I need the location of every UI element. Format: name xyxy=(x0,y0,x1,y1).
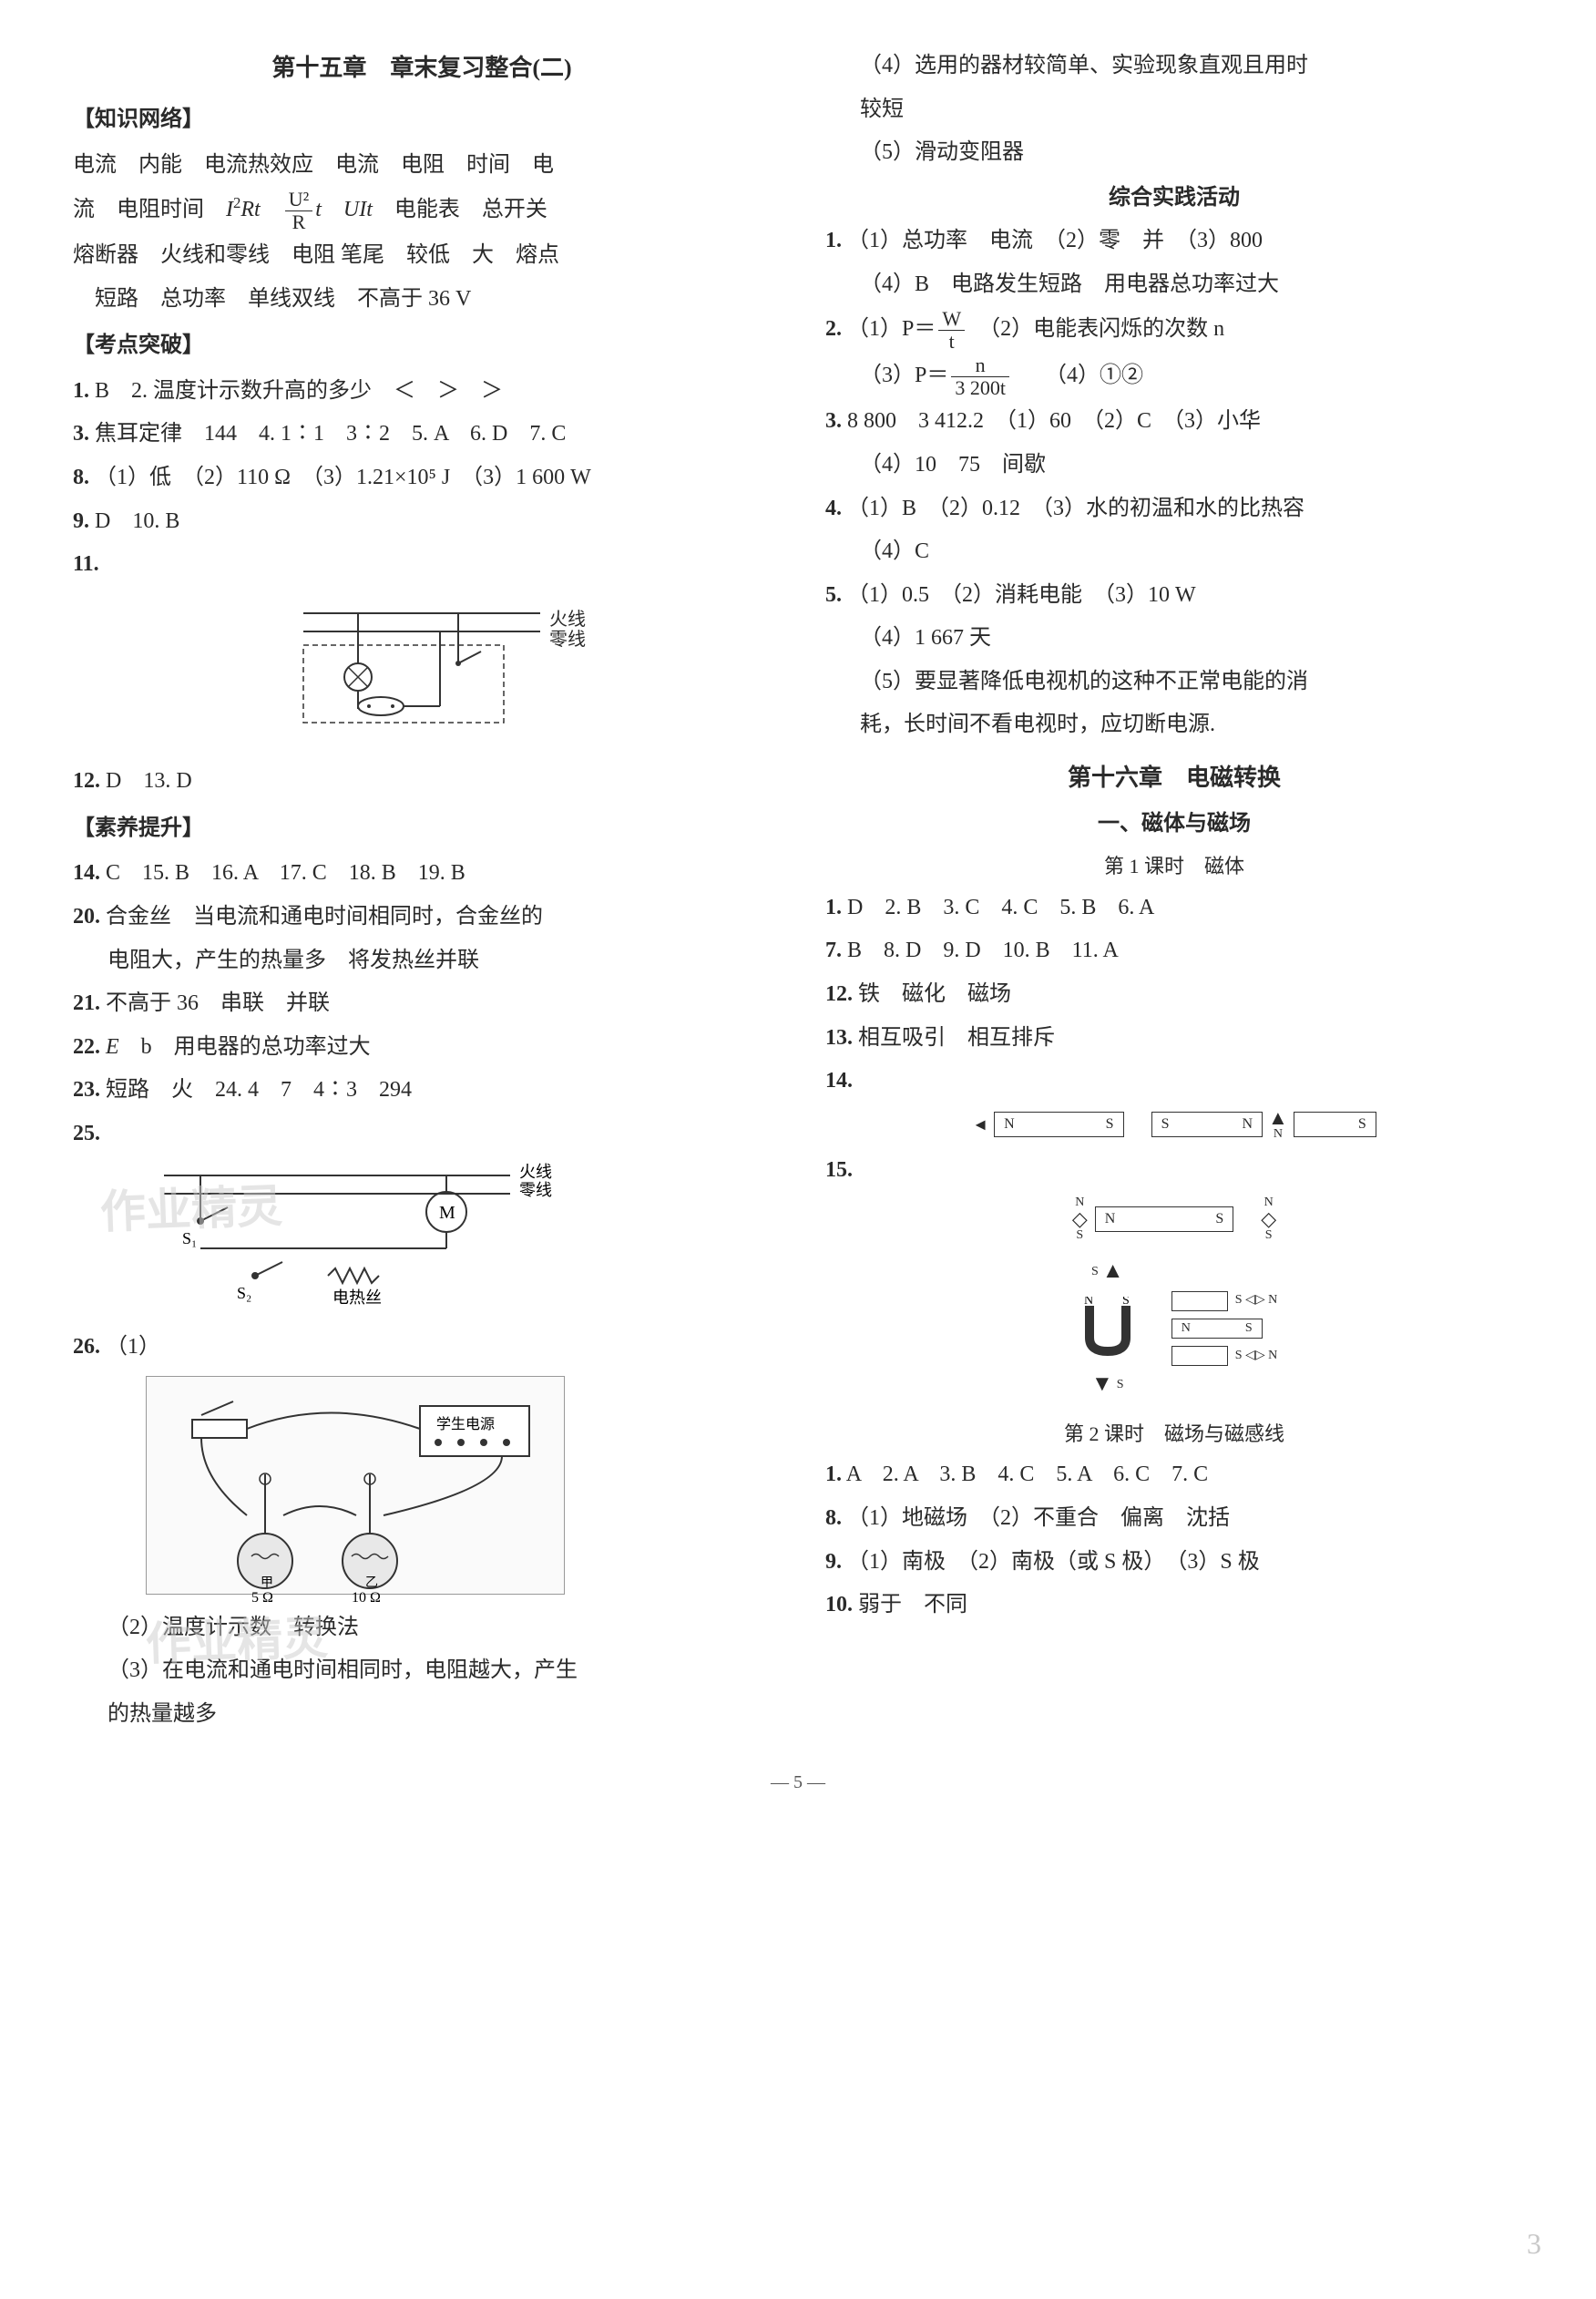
svg-text:甲: 甲 xyxy=(261,1576,273,1590)
answer-line: 25. xyxy=(73,1114,771,1155)
answer-line: （5）滑动变阻器 xyxy=(825,132,1523,174)
answer-line: 1. （1）总功率 电流 （2）零 并 （3）800 xyxy=(825,221,1523,262)
chapter-15-title: 第十五章 章末复习整合(二) xyxy=(73,46,771,90)
answer-line: （2）温度计示数 转换法 xyxy=(73,1607,771,1649)
answer-line: 8. （1）地磁场 （2）不重合 偏离 沈括 xyxy=(825,1498,1523,1540)
answer-line: 23. 短路 火 24. 4 7 4∶3 294 xyxy=(73,1070,771,1112)
answer-continuation: （4）1 667 天 xyxy=(825,618,1523,660)
heading-breakthrough: 【考点突破】 xyxy=(73,325,771,367)
diagram-25: 作业精灵 S₁ M S₂ 电热丝 火线 零线 xyxy=(73,1157,771,1328)
svg-text:火线: 火线 xyxy=(519,1163,552,1181)
heading-literacy: 【素养提升】 xyxy=(73,808,771,850)
answer-line: 26. （1） xyxy=(73,1327,771,1369)
answer-line: 14. C 15. B 16. A 17. C 18. B 19. B xyxy=(73,853,771,895)
right-column: （4）选用的器材较简单、实验现象直观且用时 较短 （5）滑动变阻器 综合实践活动… xyxy=(825,46,1523,1738)
answer-continuation: （4）10 75 间歇 xyxy=(825,445,1523,487)
left-column: 第十五章 章末复习整合(二) 【知识网络】 电流 内能 电流热效应 电流 电阻 … xyxy=(73,46,771,1738)
svg-text:零线: 零线 xyxy=(519,1181,552,1199)
answer-line: 8. （1）低 （2）110 Ω （3）1.21×10⁵ J （3）1 600 … xyxy=(73,457,771,499)
diagram-14: ◄ NS SN ▲N S xyxy=(825,1108,1523,1141)
answer-line: 4. （1）B （2）0.12 （3）水的初温和水的比热容 xyxy=(825,488,1523,530)
answer-line: 2. （1）P＝Wt （2）电能表闪烁的次数 n xyxy=(825,308,1523,353)
answer-line: 22. E b 用电器的总功率过大 xyxy=(73,1027,771,1069)
page-number-center: — 5 — xyxy=(73,1765,1523,1800)
answer-line: 15. xyxy=(825,1150,1523,1192)
knowledge-line: 流 电阻时间 I2Rt U²Rt UIt 电能表 总开关 xyxy=(73,189,771,233)
answer-continuation: （3）P＝n3 200t （4）①② xyxy=(825,354,1523,399)
answer-line: 12. 铁 磁化 磁场 xyxy=(825,974,1523,1016)
answer-line: （4）选用的器材较简单、实验现象直观且用时 xyxy=(825,46,1523,87)
diagram-11: 火线 零线 xyxy=(249,595,595,747)
answer-line: 14. xyxy=(825,1061,1523,1103)
svg-text:S₁: S₁ xyxy=(182,1229,197,1247)
answer-line: 1. B 2. 温度计示数升高的多少 ＜ ＞ ＞ xyxy=(73,371,771,413)
answer-continuation: 的热量越多 xyxy=(73,1694,771,1736)
svg-text:学生电源: 学生电源 xyxy=(436,1416,495,1432)
diagram-15: N◇S NS N◇S S▲ N S ▼S xyxy=(825,1196,1523,1405)
answer-line: 1. D 2. B 3. C 4. C 5. B 6. A xyxy=(825,888,1523,929)
answer-line: 20. 合金丝 当电流和通电时间相同时，合金丝的 xyxy=(73,897,771,939)
answer-continuation: 耗，长时间不看电视时，应切断电源. xyxy=(825,704,1523,746)
answer-line: 5. （1）0.5 （2）消耗电能 （3）10 W xyxy=(825,575,1523,617)
svg-text:M: M xyxy=(439,1203,455,1223)
section-heading: 一、磁体与磁场 xyxy=(825,804,1523,846)
answer-line: 21. 不高于 36 串联 并联 xyxy=(73,983,771,1025)
lesson-heading: 第 2 课时 磁场与磁感线 xyxy=(825,1415,1523,1453)
answer-line: 13. 相互吸引 相互排斥 xyxy=(825,1018,1523,1060)
answer-continuation: 电阻大，产生的热量多 将发热丝并联 xyxy=(73,940,771,982)
heading-knowledge: 【知识网络】 xyxy=(73,99,771,141)
answer-continuation: （4）B 电路发生短路 用电器总功率过大 xyxy=(825,264,1523,306)
svg-text:S: S xyxy=(1122,1297,1130,1308)
answer-line: 3. 8 800 3 412.2 （1）60 （2）C （3）小华 xyxy=(825,401,1523,443)
svg-text:N: N xyxy=(1084,1297,1093,1308)
svg-text:电热丝: 电热丝 xyxy=(332,1288,382,1307)
diagram-26: 学生电源 5 Ω 甲 xyxy=(146,1376,565,1595)
page-number-side: 3 xyxy=(1527,2216,1541,2272)
label-neutral-wire: 零线 xyxy=(549,622,586,657)
answer-line: 9. （1）南极 （2）南极（或 S 极） （3）S 极 xyxy=(825,1542,1523,1584)
knowledge-line: 熔断器 火线和零线 电阻 笔尾 较低 大 熔点 xyxy=(73,235,771,277)
svg-text:乙: 乙 xyxy=(365,1575,378,1590)
svg-text:10 Ω: 10 Ω xyxy=(352,1590,381,1606)
answer-line: （3）在电流和通电时间相同时，电阻越大，产生 xyxy=(73,1650,771,1692)
answer-line: 9. D 10. B xyxy=(73,501,771,543)
answer-line: 12. D 13. D xyxy=(73,761,771,803)
lesson-heading: 第 1 课时 磁体 xyxy=(825,847,1523,886)
knowledge-line: 电流 内能 电流热效应 电流 电阻 时间 电 xyxy=(73,145,771,187)
heading-practice: 综合实践活动 xyxy=(825,178,1523,220)
answer-continuation: （5）要显著降低电视机的这种不正常电能的消 xyxy=(825,662,1523,703)
chapter-16-title: 第十六章 电磁转换 xyxy=(825,755,1523,800)
answer-continuation: （4）C xyxy=(825,531,1523,573)
answer-continuation: 较短 xyxy=(825,89,1523,131)
answer-line: 3. 焦耳定律 144 4. 1∶1 3∶2 5. A 6. D 7. C xyxy=(73,414,771,456)
answer-line: 11. xyxy=(73,544,771,586)
answer-line: 7. B 8. D 9. D 10. B 11. A xyxy=(825,930,1523,972)
knowledge-line: 短路 总功率 单线双线 不高于 36 V xyxy=(73,279,771,321)
svg-text:5 Ω: 5 Ω xyxy=(251,1590,273,1606)
answer-line: 1. A 2. A 3. B 4. C 5. A 6. C 7. C xyxy=(825,1454,1523,1496)
svg-text:S₂: S₂ xyxy=(237,1284,251,1302)
answer-line: 10. 弱于 不同 xyxy=(825,1585,1523,1627)
